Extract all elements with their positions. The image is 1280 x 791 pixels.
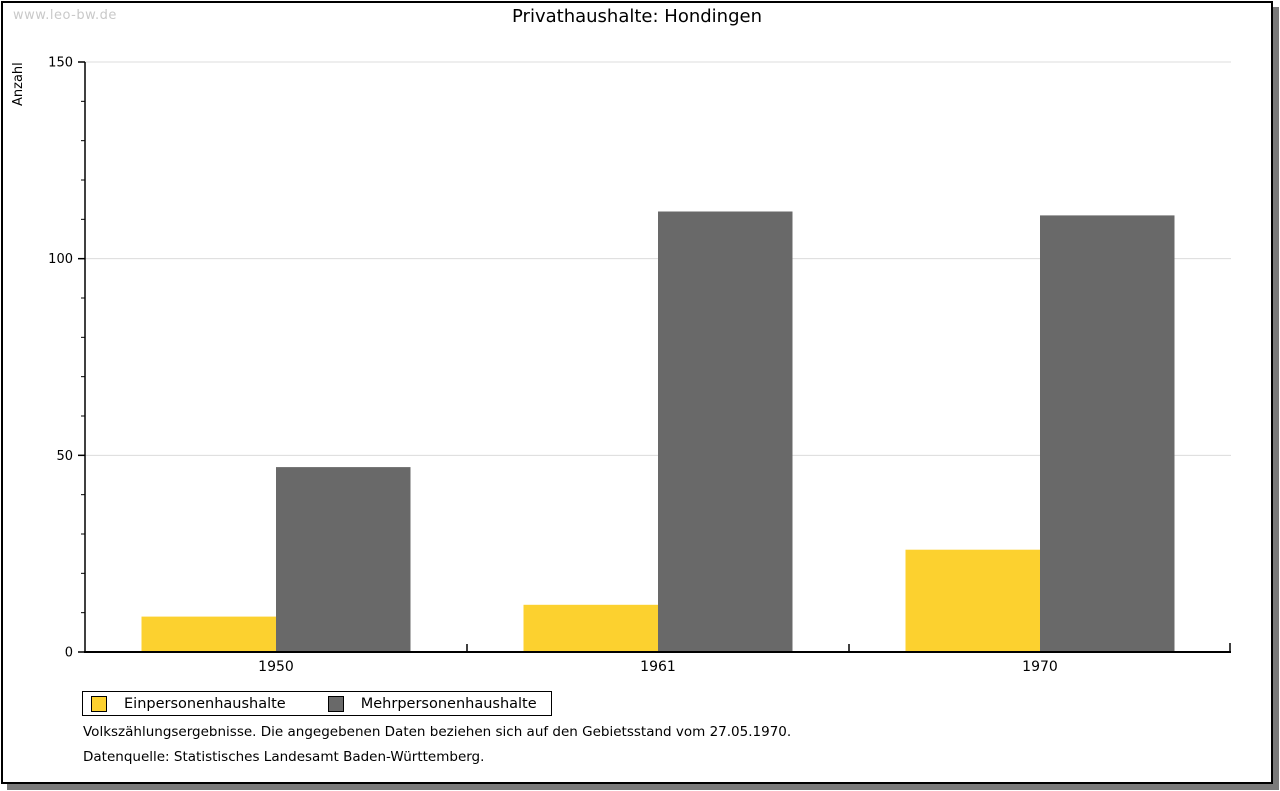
svg-text:0: 0: [65, 646, 73, 661]
legend-label: Mehrpersonenhaushalte: [360, 695, 537, 712]
legend-item: Einpersonenhaushalte: [91, 695, 286, 712]
footnotes: Volkszählungsergebnisse. Die angegebenen…: [83, 724, 791, 774]
svg-text:1950: 1950: [258, 659, 294, 675]
chart-plot: 1950 1961 1970 0 50 100 150: [3, 3, 1271, 786]
legend-swatch-yellow-icon: [91, 695, 107, 712]
legend-swatch-gray-icon: [327, 695, 344, 712]
legend: Einpersonenhaushalte Mehrpersonenhaushal…: [82, 691, 552, 716]
legend-label: Einpersonenhaushalte: [124, 695, 286, 712]
footnote-line: Volkszählungsergebnisse. Die angegebenen…: [83, 724, 792, 740]
legend-item: Mehrpersonenhaushalte: [327, 695, 537, 712]
watermark: www.leo-bw.de: [13, 8, 117, 23]
svg-text:100: 100: [48, 252, 73, 267]
svg-text:150: 150: [48, 56, 73, 71]
svg-text:1970: 1970: [1022, 659, 1058, 675]
chart-title: Privathaushalte: Hondingen: [512, 6, 762, 27]
svg-text:50: 50: [56, 449, 73, 464]
svg-text:1961: 1961: [640, 659, 676, 675]
footnote-line: Datenquelle: Statistisches Landesamt Bad…: [83, 749, 485, 765]
